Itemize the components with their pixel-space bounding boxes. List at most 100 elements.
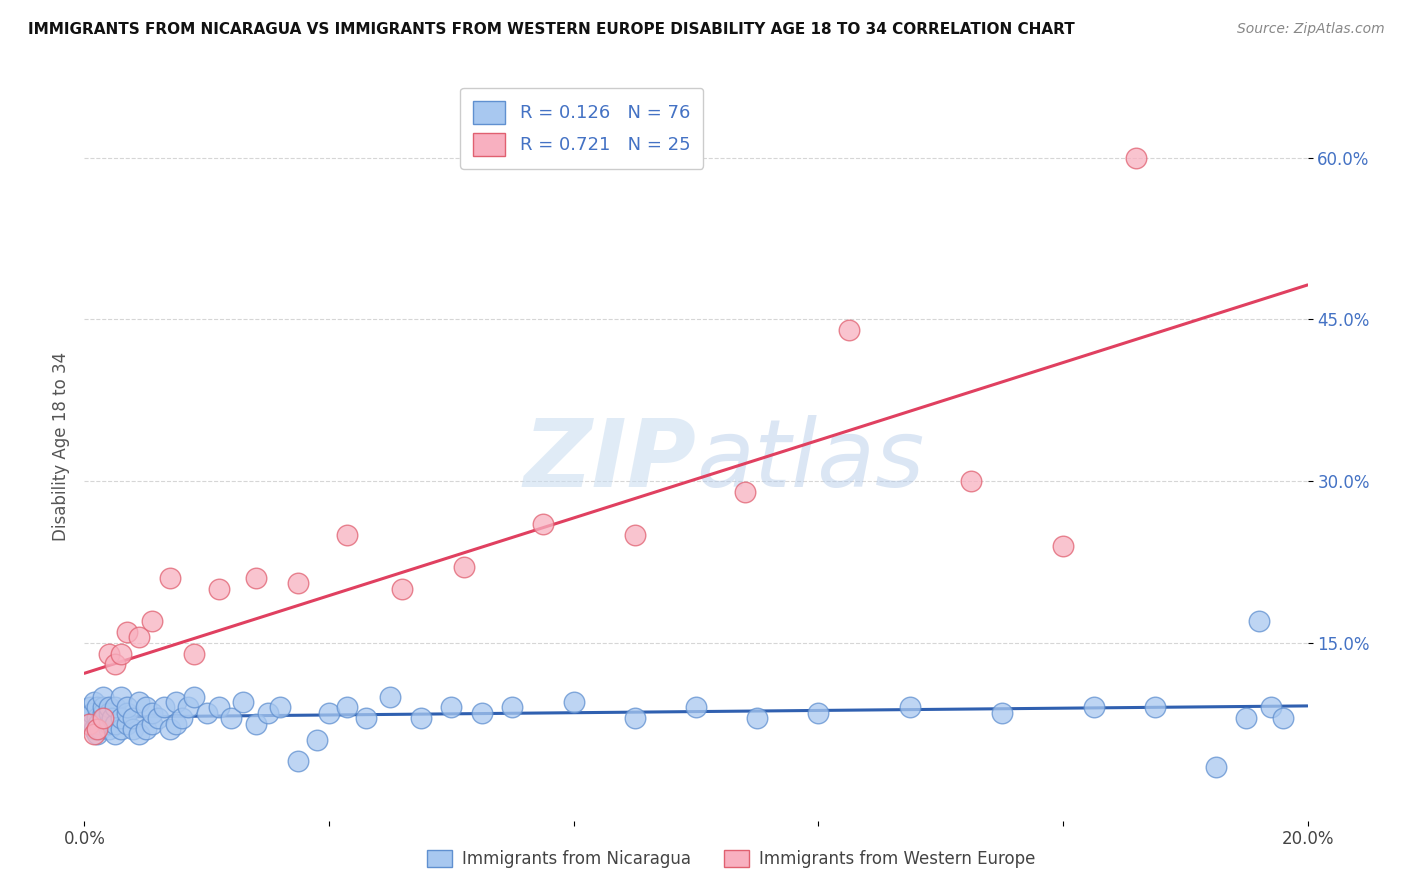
- Point: [409, 711, 432, 725]
- Point: [165, 695, 187, 709]
- Point: [991, 706, 1014, 720]
- Point: [159, 571, 181, 585]
- Point: [1236, 711, 1258, 725]
- Point: [128, 631, 150, 645]
- Point: [1272, 711, 1295, 725]
- Point: [898, 700, 921, 714]
- Point: [232, 695, 254, 709]
- Point: [318, 706, 340, 720]
- Point: [624, 528, 647, 542]
- Point: [104, 700, 127, 714]
- Point: [135, 700, 157, 714]
- Point: [77, 716, 100, 731]
- Point: [183, 690, 205, 704]
- Point: [115, 624, 138, 639]
- Point: [440, 700, 463, 714]
- Point: [91, 706, 114, 720]
- Point: [287, 576, 309, 591]
- Point: [380, 690, 402, 704]
- Point: [183, 647, 205, 661]
- Point: [734, 484, 756, 499]
- Point: [110, 647, 132, 661]
- Point: [208, 700, 231, 714]
- Point: [1247, 614, 1270, 628]
- Point: [97, 706, 120, 720]
- Point: [97, 722, 120, 736]
- Point: [1083, 700, 1105, 714]
- Point: [97, 647, 120, 661]
- Point: [128, 727, 150, 741]
- Point: [87, 716, 110, 731]
- Point: [77, 711, 100, 725]
- Point: [110, 690, 132, 704]
- Point: [807, 706, 830, 720]
- Text: atlas: atlas: [696, 416, 924, 507]
- Point: [159, 722, 181, 736]
- Point: [502, 700, 524, 714]
- Y-axis label: Disability Age 18 to 34: Disability Age 18 to 34: [52, 351, 70, 541]
- Point: [1125, 151, 1147, 165]
- Point: [83, 695, 105, 709]
- Point: [747, 711, 769, 725]
- Point: [531, 517, 554, 532]
- Point: [86, 722, 108, 736]
- Point: [245, 716, 267, 731]
- Point: [115, 700, 138, 714]
- Point: [165, 716, 187, 731]
- Point: [86, 727, 108, 741]
- Point: [257, 706, 280, 720]
- Point: [91, 690, 114, 704]
- Point: [177, 700, 200, 714]
- Point: [80, 706, 103, 720]
- Point: [1052, 539, 1074, 553]
- Point: [91, 700, 114, 714]
- Point: [104, 657, 127, 672]
- Point: [97, 716, 120, 731]
- Point: [336, 528, 359, 542]
- Point: [153, 700, 176, 714]
- Point: [219, 711, 242, 725]
- Legend: R = 0.126   N = 76, R = 0.721   N = 25: R = 0.126 N = 76, R = 0.721 N = 25: [460, 88, 703, 169]
- Point: [354, 711, 377, 725]
- Point: [195, 706, 218, 720]
- Point: [135, 722, 157, 736]
- Point: [208, 582, 231, 596]
- Point: [1205, 760, 1227, 774]
- Point: [336, 700, 359, 714]
- Point: [453, 560, 475, 574]
- Point: [1260, 700, 1282, 714]
- Point: [122, 722, 145, 736]
- Text: Source: ZipAtlas.com: Source: ZipAtlas.com: [1237, 22, 1385, 37]
- Point: [91, 711, 114, 725]
- Point: [115, 706, 138, 720]
- Point: [269, 700, 291, 714]
- Point: [172, 711, 194, 725]
- Point: [110, 711, 132, 725]
- Point: [79, 716, 101, 731]
- Point: [391, 582, 413, 596]
- Point: [685, 700, 707, 714]
- Point: [471, 706, 494, 720]
- Point: [83, 727, 105, 741]
- Point: [562, 695, 585, 709]
- Text: IMMIGRANTS FROM NICARAGUA VS IMMIGRANTS FROM WESTERN EUROPE DISABILITY AGE 18 TO: IMMIGRANTS FROM NICARAGUA VS IMMIGRANTS …: [28, 22, 1074, 37]
- Legend: Immigrants from Nicaragua, Immigrants from Western Europe: Immigrants from Nicaragua, Immigrants fr…: [420, 843, 1042, 875]
- Point: [122, 711, 145, 725]
- Point: [86, 711, 108, 725]
- Point: [86, 700, 108, 714]
- Point: [104, 727, 127, 741]
- Point: [141, 614, 163, 628]
- Point: [1143, 700, 1166, 714]
- Point: [115, 716, 138, 731]
- Point: [83, 722, 105, 736]
- Point: [141, 716, 163, 731]
- Point: [79, 700, 101, 714]
- Point: [305, 732, 328, 747]
- Point: [93, 711, 115, 725]
- Point: [128, 695, 150, 709]
- Point: [146, 711, 169, 725]
- Point: [141, 706, 163, 720]
- Point: [89, 722, 111, 736]
- Point: [101, 711, 124, 725]
- Text: ZIP: ZIP: [523, 415, 696, 507]
